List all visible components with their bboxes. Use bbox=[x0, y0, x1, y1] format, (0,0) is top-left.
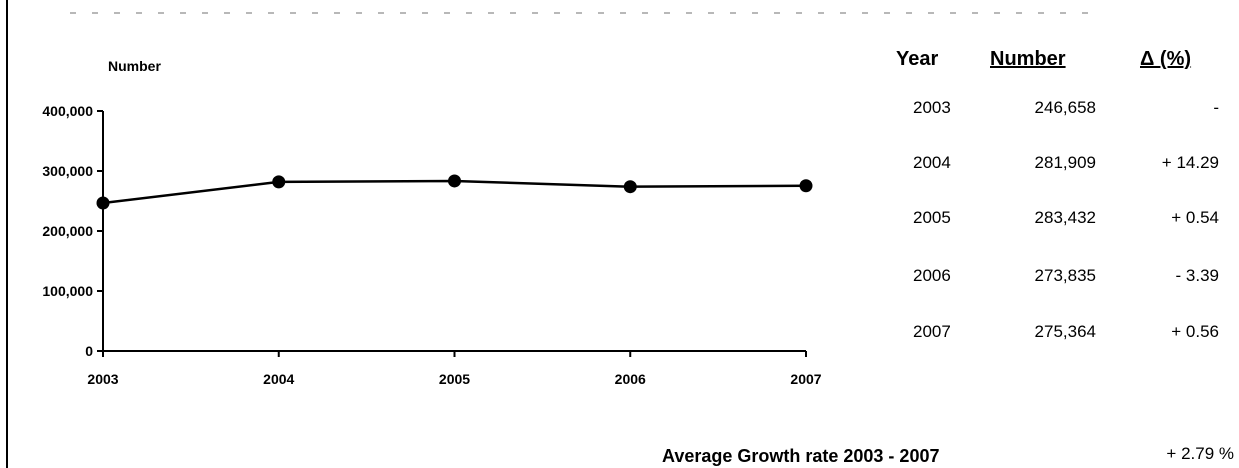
x-tick-label: 2004 bbox=[263, 371, 294, 387]
y-tick-label: 100,000 bbox=[42, 283, 93, 299]
chart-axes bbox=[102, 111, 806, 352]
table-header-year: Year bbox=[896, 48, 939, 70]
table-cell-year: 2006 bbox=[913, 266, 951, 285]
x-tick-label: 2007 bbox=[790, 371, 821, 387]
table-cell-delta: + 14.29 bbox=[1161, 153, 1219, 172]
x-tick-label: 2003 bbox=[87, 371, 118, 387]
average-growth-value: + 2.79 % bbox=[1166, 444, 1234, 463]
table-cell-number: 246,658 bbox=[1034, 98, 1096, 117]
data-point bbox=[96, 196, 110, 210]
y-tick-label: 300,000 bbox=[42, 163, 93, 179]
x-tick-label: 2006 bbox=[615, 371, 646, 387]
data-point bbox=[623, 180, 637, 194]
series-group bbox=[96, 174, 813, 210]
table-cell-year: 2007 bbox=[913, 322, 951, 341]
table-cell-delta: - bbox=[1213, 98, 1219, 117]
x-tick-label: 2005 bbox=[439, 371, 470, 387]
y-axis-title: Number bbox=[108, 58, 161, 74]
y-tick-label: 400,000 bbox=[42, 103, 93, 119]
data-point bbox=[448, 174, 461, 188]
data-point bbox=[272, 175, 286, 189]
table-cell-year: 2004 bbox=[913, 153, 951, 172]
y-tick-label: 0 bbox=[85, 343, 93, 359]
page-left-border bbox=[6, 0, 8, 468]
y-tick-label: 200,000 bbox=[42, 223, 93, 239]
line-chart: Number 0 100,000 200,000 300,000 400,000 200… bbox=[42, 58, 822, 387]
table-cell-year: 2003 bbox=[913, 98, 951, 117]
table-cell-number: 273,835 bbox=[1034, 266, 1096, 285]
x-axis-ticks: 2003 2004 2005 2006 2007 bbox=[87, 351, 822, 387]
table-cell-delta: + 0.54 bbox=[1171, 208, 1219, 227]
table-header-delta: Δ (%) bbox=[1140, 48, 1192, 70]
data-point bbox=[799, 179, 813, 193]
table-cell-number: 283,432 bbox=[1034, 208, 1096, 227]
table-header-number: Number bbox=[990, 48, 1066, 70]
scan-artifact-line bbox=[70, 12, 1090, 14]
table-cell-number: 281,909 bbox=[1034, 153, 1096, 172]
table-cell-year: 2005 bbox=[913, 208, 951, 227]
table-cell-delta: - 3.39 bbox=[1175, 266, 1219, 285]
table-cell-number: 275,364 bbox=[1034, 322, 1096, 341]
table-cell-delta: + 0.56 bbox=[1171, 322, 1219, 341]
y-axis-ticks: 0 100,000 200,000 300,000 400,000 bbox=[42, 103, 103, 359]
average-growth-label: Average Growth rate 2003 - 2007 bbox=[662, 446, 940, 466]
